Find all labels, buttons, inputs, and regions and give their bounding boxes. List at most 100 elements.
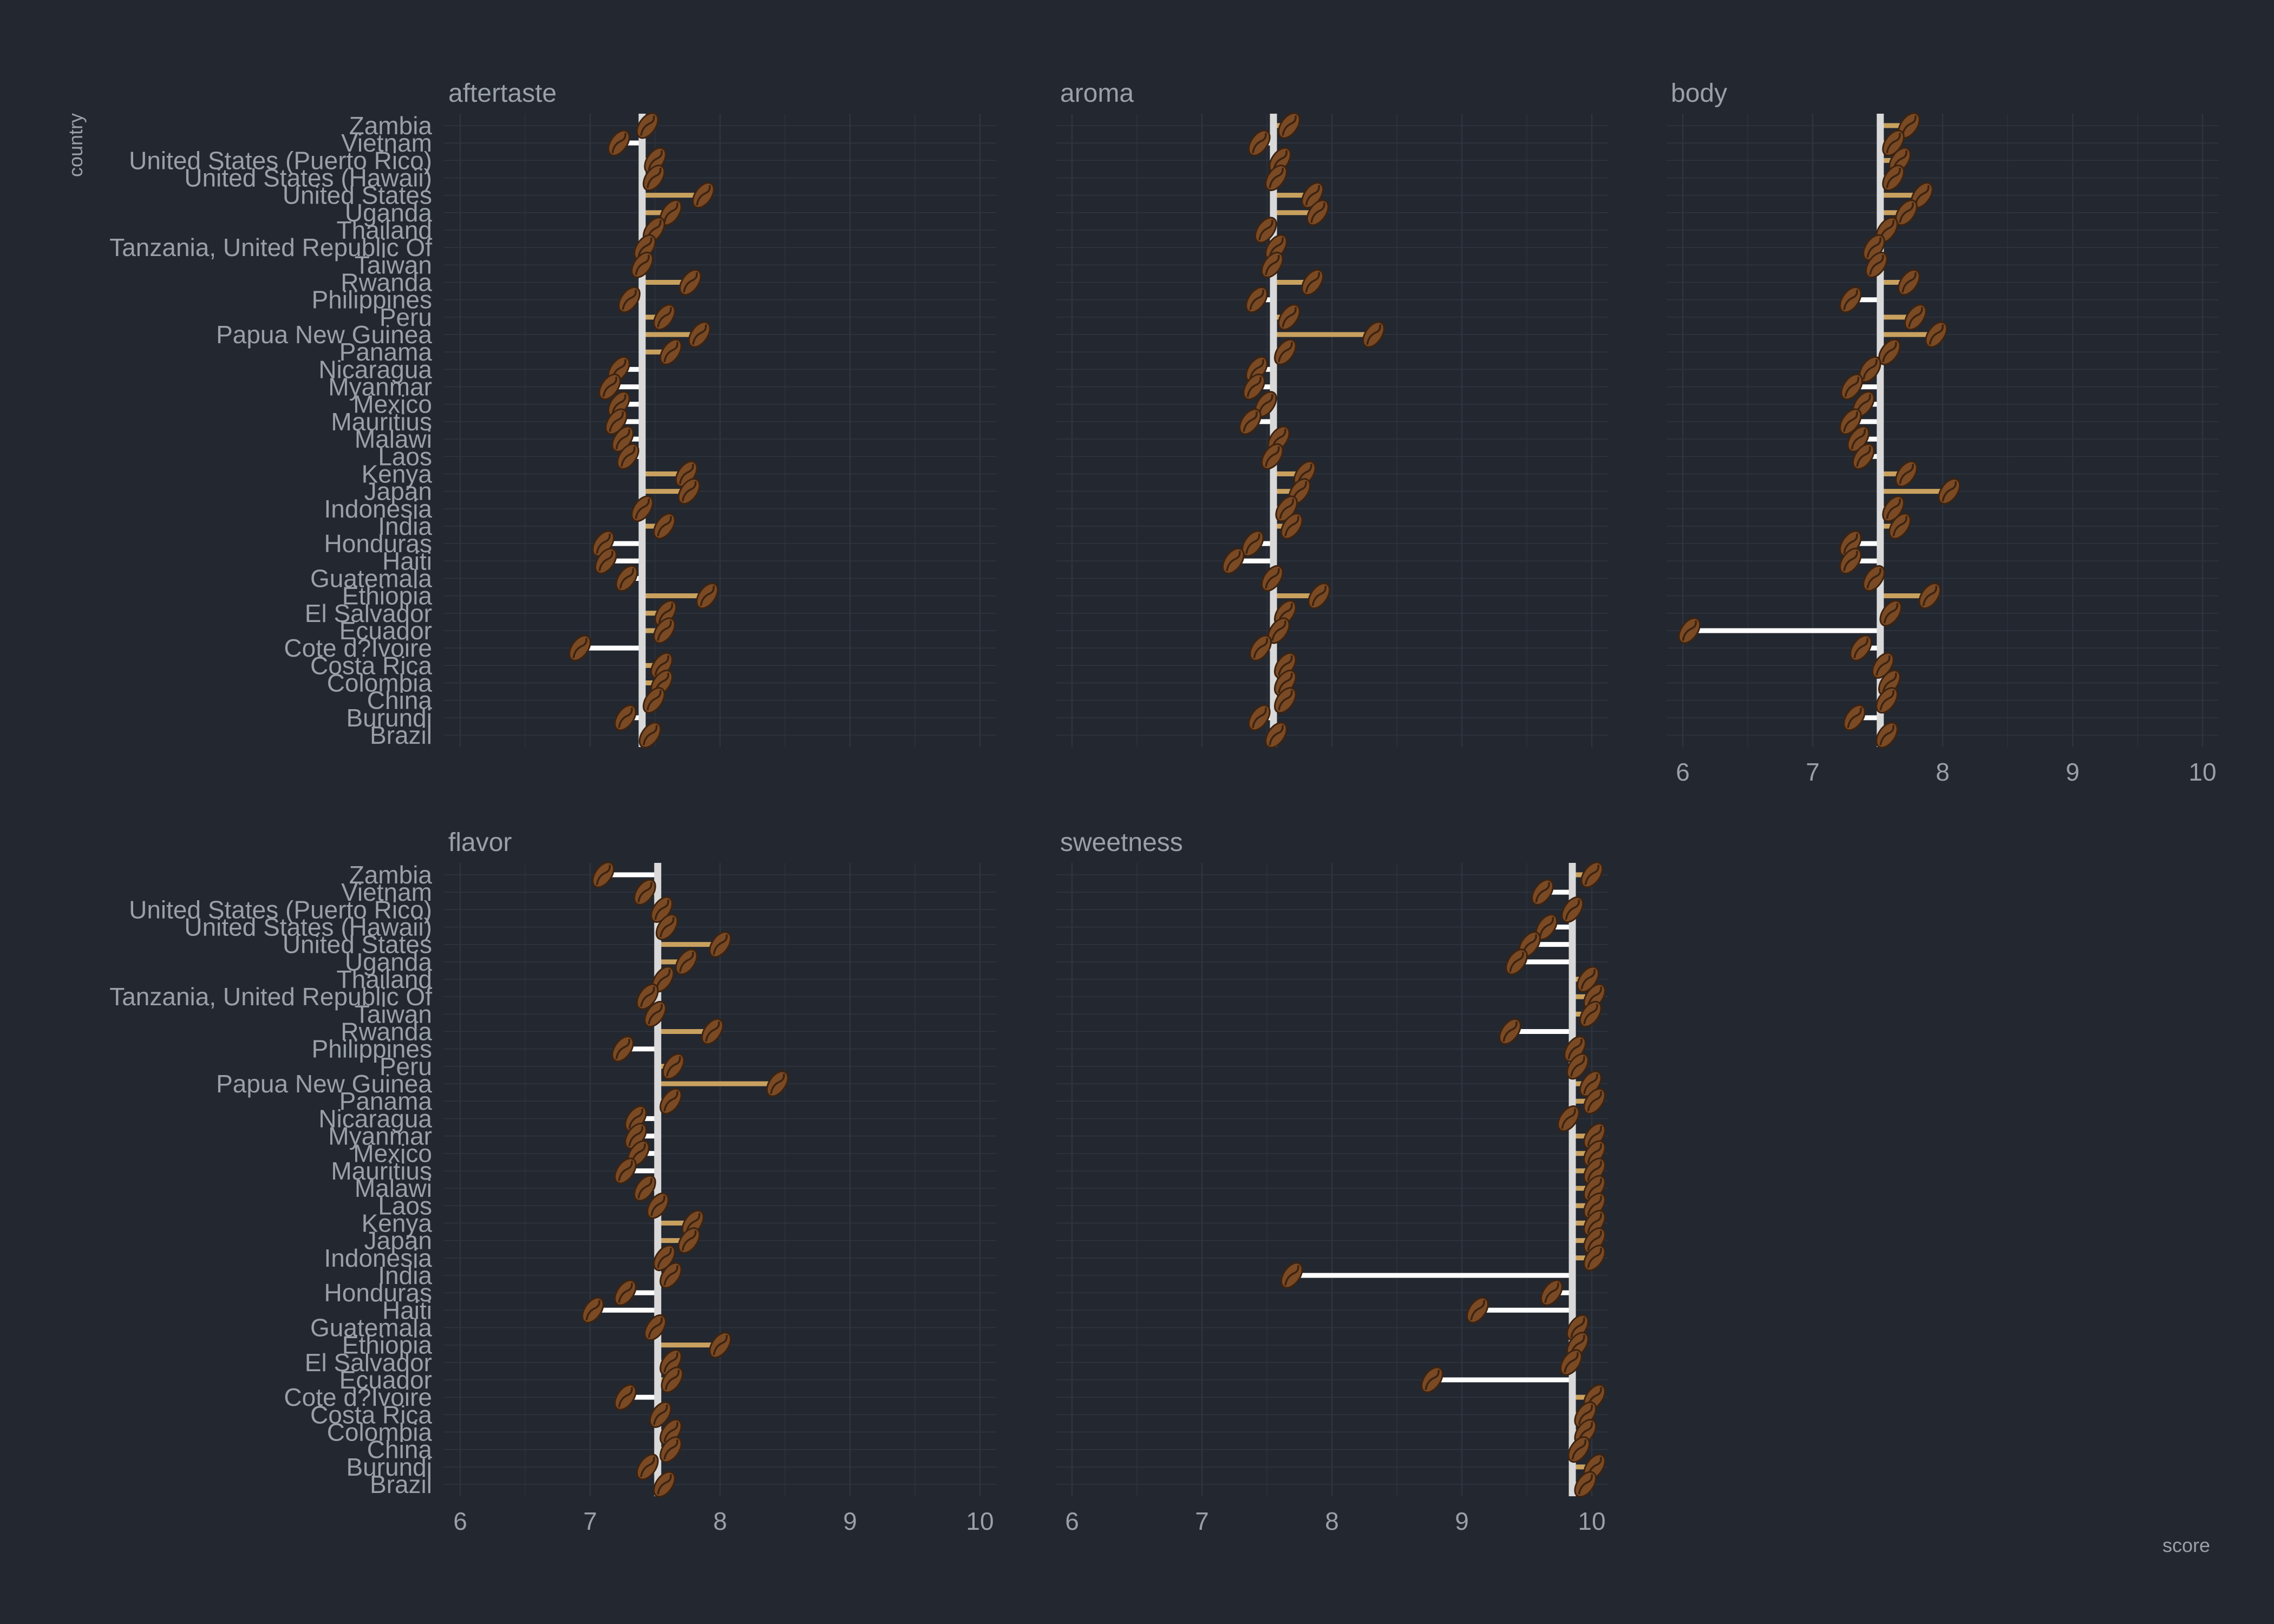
- y-tick-label: Honduras: [324, 529, 432, 558]
- bean-crease: [618, 707, 633, 728]
- bean-crease: [1899, 202, 1914, 223]
- coffee-bean-marker: [636, 1453, 659, 1481]
- coffee-bean-marker: [1882, 129, 1905, 156]
- coffee-bean-marker: [1245, 286, 1268, 313]
- y-tick-label: Cote d?Ivoire: [284, 634, 432, 662]
- y-tick-label: China: [367, 686, 433, 715]
- coffee-bean-marker: [1583, 1088, 1606, 1115]
- y-tick-label: Thailand: [337, 216, 432, 244]
- bean-crease: [596, 533, 611, 554]
- bean-crease: [1297, 463, 1312, 484]
- bean-crease: [637, 237, 652, 258]
- coffee-bean-marker: [636, 112, 659, 139]
- y-tick-label: Peru: [380, 303, 432, 331]
- y-tick-label: Brazil: [370, 721, 432, 749]
- bean-crease: [1269, 167, 1284, 188]
- coffee-bean-marker: [607, 129, 630, 156]
- bean-crease: [1892, 516, 1907, 536]
- coffee-bean-marker: [677, 1227, 701, 1254]
- x-tick-label: 8: [1936, 758, 1950, 786]
- bean-crease: [1863, 359, 1878, 380]
- bean-crease: [683, 272, 698, 293]
- coffee-bean-marker: [1574, 1471, 1597, 1498]
- bean-crease: [656, 969, 671, 990]
- bean-crease: [635, 254, 650, 276]
- bean-crease: [1502, 1021, 1518, 1042]
- bean-crease: [657, 516, 672, 536]
- bean-crease: [1578, 1404, 1593, 1425]
- coffee-bean-marker: [1577, 966, 1599, 993]
- bean-crease: [1899, 463, 1914, 484]
- bean-crease: [1587, 1178, 1602, 1199]
- y-tick-label: Brazil: [370, 1470, 432, 1498]
- bean-crease: [1284, 1265, 1299, 1286]
- bean-crease: [596, 865, 611, 885]
- panel-title: flavor: [448, 828, 512, 857]
- bean-crease: [663, 202, 678, 223]
- coffee-bean-marker: [675, 948, 698, 975]
- bean-crease: [1278, 655, 1293, 676]
- coffee-bean-marker: [646, 1192, 669, 1219]
- coffee-bean-marker: [1583, 1245, 1606, 1272]
- coffee-bean-marker: [642, 687, 665, 714]
- y-tick-label: Panama: [339, 338, 433, 366]
- coffee-bean-marker: [1580, 861, 1604, 888]
- coffee-bean-marker: [1882, 165, 1905, 191]
- coffee-bean-marker: [618, 286, 641, 313]
- y-tick-label: Peru: [380, 1052, 432, 1081]
- bean-crease: [637, 1178, 652, 1199]
- panel-title: aroma: [1060, 79, 1134, 108]
- bean-crease: [1587, 1247, 1602, 1268]
- coffee-bean-marker: [1265, 165, 1288, 191]
- y-tick-label: United States: [283, 181, 432, 209]
- coffee-bean-marker: [1221, 547, 1245, 574]
- coffee-bean-marker: [1278, 304, 1301, 331]
- bean-crease: [648, 1004, 663, 1025]
- bean-crease: [1901, 115, 1917, 136]
- coffee-bean-marker: [614, 704, 637, 731]
- coffee-bean-marker: [653, 304, 676, 331]
- bean-crease: [1249, 359, 1264, 380]
- coffee-bean-marker: [1559, 1349, 1583, 1376]
- bean-crease: [1882, 672, 1897, 693]
- y-tick-label: Taiwan: [355, 251, 432, 279]
- bean-crease: [653, 1404, 668, 1425]
- coffee-bean-marker: [615, 565, 638, 592]
- bean-crease: [1424, 1370, 1440, 1390]
- x-tick-label: 7: [1806, 758, 1820, 786]
- y-tick-label: Haiti: [382, 1296, 432, 1324]
- coffee-bean-marker: [1850, 634, 1872, 662]
- bean-crease: [654, 655, 670, 676]
- y-tick-label: El Salvador: [305, 1348, 432, 1377]
- coffee-bean-marker: [614, 1384, 637, 1411]
- coffee-bean-marker: [696, 582, 719, 610]
- bean-crease: [1879, 725, 1894, 745]
- bean-crease: [1587, 1230, 1602, 1251]
- y-tick-label: United States (Hawaii): [184, 913, 432, 941]
- y-tick-label: Tanzania, United Republic Of: [109, 233, 432, 261]
- bean-crease: [1252, 707, 1267, 728]
- coffee-bean-marker: [1865, 251, 1888, 278]
- coffee-bean-marker: [659, 338, 682, 365]
- bean-crease: [700, 585, 715, 606]
- y-tick-label: United States: [283, 931, 432, 959]
- coffee-bean-marker: [1280, 1262, 1303, 1289]
- coffee-bean-marker: [649, 1401, 672, 1428]
- coffee-bean-marker: [1843, 704, 1866, 731]
- coffee-bean-marker: [1882, 495, 1905, 522]
- y-tick-label: Papua New Guinea: [216, 320, 432, 349]
- bean-crease: [1249, 289, 1264, 310]
- coffee-bean-marker: [1273, 687, 1297, 714]
- y-tick-label: Tanzania, United Republic Of: [109, 983, 432, 1011]
- bean-crease: [1914, 185, 1930, 206]
- bean-crease: [622, 289, 637, 310]
- coffee-bean-marker: [568, 634, 591, 662]
- coffee-bean-marker: [1265, 722, 1288, 749]
- coffee-bean-marker: [1871, 652, 1894, 679]
- coffee-bean-marker: [1540, 1279, 1563, 1306]
- y-tick-label: Japan: [364, 1227, 432, 1255]
- coffee-bean-marker: [644, 1000, 667, 1027]
- y-tick-label: Guatemala: [310, 564, 432, 592]
- y-tick-label: Laos: [378, 1191, 432, 1220]
- bean-crease: [1539, 916, 1554, 938]
